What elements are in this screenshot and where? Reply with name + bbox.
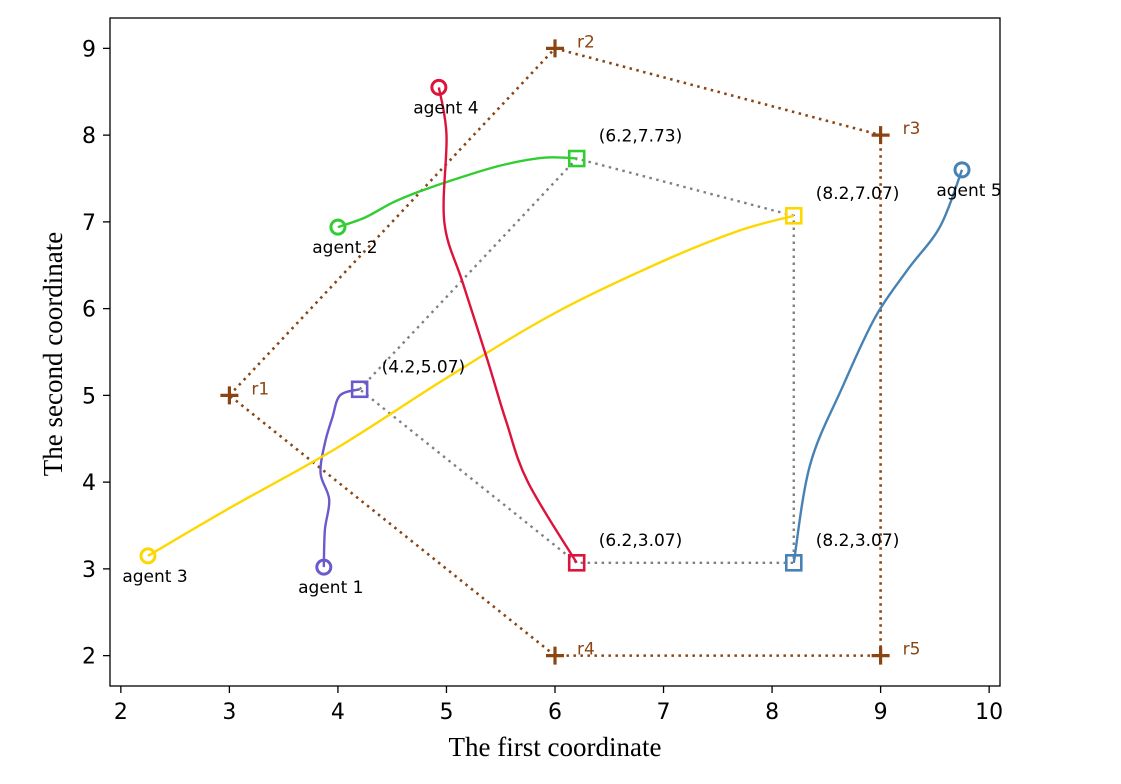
agent1-label: agent 1	[298, 578, 363, 598]
x-tick-label-4: 4	[331, 700, 345, 725]
agent5-start-marker	[953, 161, 971, 179]
boundary-label-r2: r2	[577, 32, 595, 52]
boundary-label-r5: r5	[903, 640, 921, 660]
agent2-label: agent 2	[312, 238, 377, 258]
agent1-start-marker	[315, 558, 333, 576]
x-tick-label-3: 3	[222, 700, 236, 725]
y-tick-label-2: 2	[82, 645, 96, 670]
target-label-agent3: (8.2,7.07)	[816, 184, 900, 204]
x-tick-label-2: 2	[114, 700, 128, 725]
x-tick-label-5: 5	[439, 700, 453, 725]
agent2-trajectory	[337, 156, 577, 229]
agent3-start-marker	[139, 547, 157, 565]
y-tick-label-5: 5	[82, 384, 96, 409]
agent4-start-marker	[430, 78, 448, 96]
x-tick-label-8: 8	[765, 700, 779, 725]
target-label-agent4: (6.2,3.07)	[599, 531, 683, 551]
agent4-trajectory	[437, 87, 578, 564]
y-tick-label-7: 7	[82, 211, 96, 236]
agent4-label: agent 4	[413, 98, 478, 118]
y-tick-label-6: 6	[82, 298, 96, 323]
boundary-marker-r4	[546, 646, 564, 665]
x-tick-label-7: 7	[657, 700, 671, 725]
x-tick-label-6: 6	[548, 700, 562, 725]
target-marker-agent2	[567, 149, 586, 168]
boundary-label-r1: r1	[251, 379, 269, 399]
boundary-polygon	[227, 46, 882, 657]
target-label-agent2: (6.2,7.73)	[599, 127, 683, 147]
x-tick-label-10: 10	[975, 700, 1003, 725]
boundary-marker-r3	[871, 126, 890, 145]
boundary-marker-r5	[871, 646, 890, 665]
agent3-label: agent 3	[122, 567, 187, 587]
x-tick-label-9: 9	[874, 700, 888, 725]
y-tick-label-4: 4	[82, 471, 96, 496]
agent5-trajectory	[792, 169, 964, 563]
agent1-trajectory	[319, 388, 360, 568]
target-marker-agent3	[784, 206, 803, 225]
target-label-agent5: (8.2,3.07)	[816, 531, 900, 551]
boundary-marker-r2	[546, 39, 564, 58]
y-tick-label-3: 3	[82, 558, 96, 583]
boundary-marker-r1	[220, 386, 239, 405]
axes-layer: 2 3 4 5 6 7 8 9 10 2 3 4 5 6 7 8 9	[82, 17, 1003, 725]
agent2-start-marker	[329, 218, 347, 236]
y-tick-label-8: 8	[82, 124, 96, 149]
target-label-agent1: (4.2,5.07)	[382, 357, 466, 377]
agent5-label: agent 5	[936, 181, 1001, 201]
boundary-label-r4: r4	[577, 640, 595, 660]
y-tick-label-9: 9	[82, 37, 96, 62]
target-marker-agent5	[784, 554, 803, 572]
boundary-label-r3: r3	[903, 119, 921, 139]
plot-layer: r1 r2 r3 r5 r4 (4.2,5.07) (6.2,7.73) (8.2,7.07)…	[122, 32, 1002, 665]
target-marker-agent1	[350, 380, 369, 399]
x-axis-title: The first coordinate	[449, 732, 662, 762]
target-marker-agent4	[567, 554, 586, 572]
y-axis-title: The second coordinate	[38, 232, 68, 476]
agent3-trajectory	[147, 214, 795, 557]
formation-polygon	[357, 157, 795, 565]
